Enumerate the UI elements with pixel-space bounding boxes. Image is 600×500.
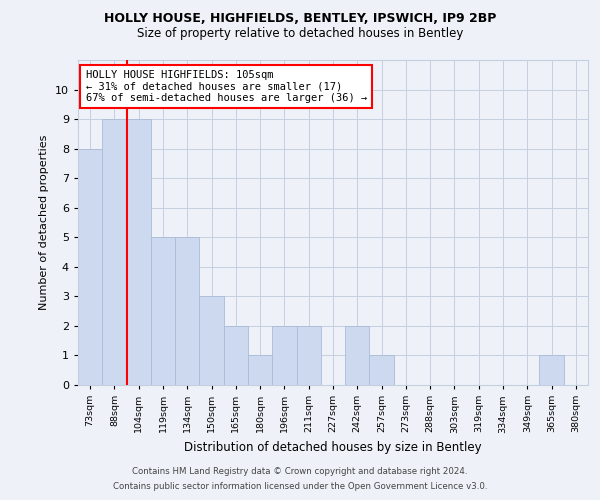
Text: Contains HM Land Registry data © Crown copyright and database right 2024.: Contains HM Land Registry data © Crown c… bbox=[132, 467, 468, 476]
Bar bbox=[296, 326, 321, 385]
Bar bbox=[224, 326, 248, 385]
Y-axis label: Number of detached properties: Number of detached properties bbox=[40, 135, 49, 310]
Bar bbox=[127, 119, 151, 385]
Text: Size of property relative to detached houses in Bentley: Size of property relative to detached ho… bbox=[137, 28, 463, 40]
X-axis label: Distribution of detached houses by size in Bentley: Distribution of detached houses by size … bbox=[184, 441, 482, 454]
Bar bbox=[272, 326, 296, 385]
Bar bbox=[151, 238, 175, 385]
Text: HOLLY HOUSE, HIGHFIELDS, BENTLEY, IPSWICH, IP9 2BP: HOLLY HOUSE, HIGHFIELDS, BENTLEY, IPSWIC… bbox=[104, 12, 496, 26]
Bar bbox=[78, 148, 102, 385]
Bar bbox=[102, 119, 127, 385]
Bar bbox=[370, 356, 394, 385]
Bar bbox=[199, 296, 224, 385]
Text: HOLLY HOUSE HIGHFIELDS: 105sqm
← 31% of detached houses are smaller (17)
67% of : HOLLY HOUSE HIGHFIELDS: 105sqm ← 31% of … bbox=[86, 70, 367, 103]
Bar bbox=[248, 356, 272, 385]
Text: Contains public sector information licensed under the Open Government Licence v3: Contains public sector information licen… bbox=[113, 482, 487, 491]
Bar bbox=[175, 238, 199, 385]
Bar bbox=[539, 356, 564, 385]
Bar bbox=[345, 326, 370, 385]
